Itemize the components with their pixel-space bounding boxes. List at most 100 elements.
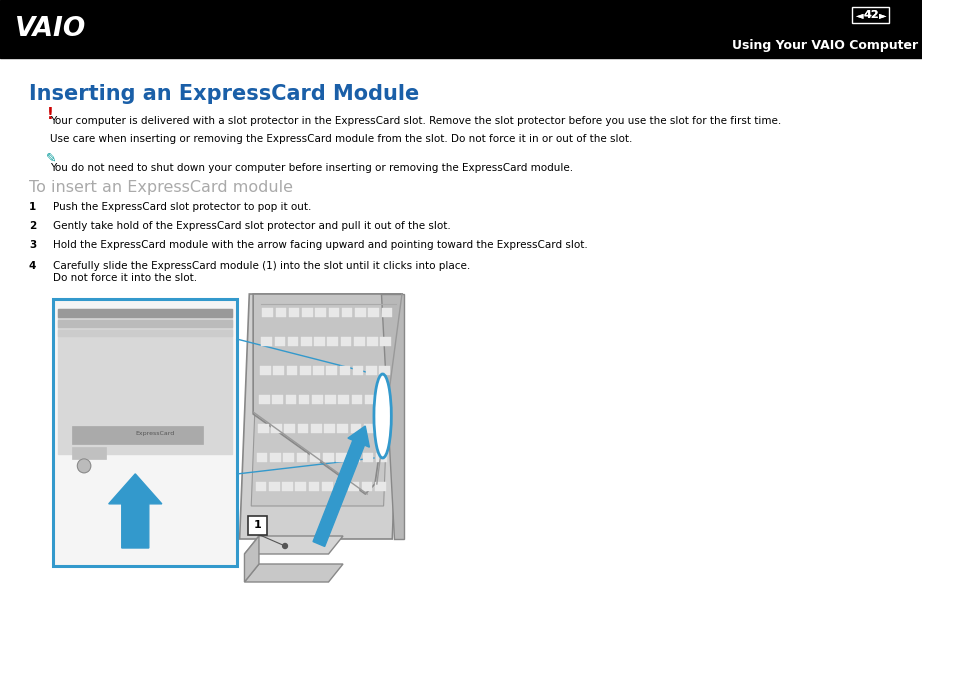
Bar <box>286 366 297 375</box>
Bar <box>296 454 307 462</box>
Bar <box>285 395 295 404</box>
Ellipse shape <box>374 374 391 458</box>
Text: 3: 3 <box>29 240 36 250</box>
FancyArrow shape <box>109 474 162 548</box>
Bar <box>368 307 378 317</box>
Bar <box>366 366 376 375</box>
Bar <box>323 454 334 462</box>
Bar <box>274 337 285 346</box>
Bar <box>321 483 333 491</box>
Bar <box>327 337 337 346</box>
Bar <box>300 337 312 346</box>
Bar <box>58 309 232 317</box>
Bar <box>349 454 360 462</box>
Bar <box>58 309 232 454</box>
Bar <box>340 337 351 346</box>
Bar <box>367 337 377 346</box>
Bar <box>72 426 203 444</box>
Polygon shape <box>244 564 343 582</box>
Bar <box>338 395 349 404</box>
Bar <box>299 366 310 375</box>
Text: ExpressCard: ExpressCard <box>134 431 174 436</box>
Bar <box>259 395 270 404</box>
Polygon shape <box>253 294 401 494</box>
Bar <box>326 366 336 375</box>
Bar <box>375 454 386 462</box>
Polygon shape <box>244 536 258 582</box>
Bar <box>309 483 319 491</box>
Bar <box>283 454 294 462</box>
Bar <box>270 454 280 462</box>
Bar <box>0 0 921 58</box>
Text: 1: 1 <box>253 520 261 530</box>
Circle shape <box>77 459 91 473</box>
Bar <box>262 307 273 317</box>
FancyArrow shape <box>313 426 369 547</box>
Text: 42: 42 <box>862 10 879 20</box>
Bar <box>355 307 365 317</box>
Bar <box>325 395 335 404</box>
Bar <box>260 366 271 375</box>
Text: Using Your VAIO Computer: Using Your VAIO Computer <box>731 40 917 53</box>
Bar <box>271 424 281 433</box>
Bar <box>376 424 387 433</box>
Bar <box>58 320 232 327</box>
Bar <box>353 366 363 375</box>
Text: To insert an ExpressCard module: To insert an ExpressCard module <box>29 180 293 195</box>
Bar <box>257 424 269 433</box>
Bar <box>335 454 347 462</box>
Bar <box>269 483 279 491</box>
Bar <box>289 307 299 317</box>
Bar <box>377 395 389 404</box>
Polygon shape <box>251 302 391 506</box>
Bar <box>381 307 392 317</box>
Polygon shape <box>244 536 343 554</box>
Bar <box>272 395 283 404</box>
Bar <box>380 337 391 346</box>
Text: You do not need to shut down your computer before inserting or removing the Expr: You do not need to shut down your comput… <box>51 163 573 173</box>
Text: Gently take hold of the ExpressCard slot protector and pull it out of the slot.: Gently take hold of the ExpressCard slot… <box>53 221 451 231</box>
Text: 2: 2 <box>29 221 36 231</box>
Text: Your computer is delivered with a slot protector in the ExpressCard slot. Remove: Your computer is delivered with a slot p… <box>51 116 781 126</box>
Bar <box>275 307 286 317</box>
Bar <box>58 330 232 336</box>
Polygon shape <box>239 294 401 539</box>
Bar <box>311 424 321 433</box>
Bar <box>274 366 284 375</box>
Bar <box>261 337 272 346</box>
Bar <box>302 307 313 317</box>
Bar <box>335 483 345 491</box>
Text: ✎: ✎ <box>47 152 57 165</box>
Bar <box>315 307 326 317</box>
Text: 42: 42 <box>862 10 879 20</box>
Bar <box>354 337 364 346</box>
Bar <box>324 424 335 433</box>
Bar <box>339 366 350 375</box>
Text: Inserting an ExpressCard Module: Inserting an ExpressCard Module <box>29 84 418 104</box>
Circle shape <box>282 543 287 549</box>
Text: ►: ► <box>879 10 886 20</box>
Bar <box>313 366 323 375</box>
Bar <box>312 395 322 404</box>
Bar <box>361 483 372 491</box>
Text: ◄: ◄ <box>855 10 862 20</box>
Bar <box>256 454 267 462</box>
Bar <box>72 447 106 459</box>
Bar <box>341 307 352 317</box>
Bar <box>297 424 308 433</box>
Text: !: ! <box>47 107 53 122</box>
Text: ►: ► <box>879 10 886 20</box>
Bar <box>348 483 358 491</box>
Text: VAIO: VAIO <box>14 16 86 42</box>
Text: ◄: ◄ <box>855 10 862 20</box>
Bar <box>255 483 266 491</box>
Text: 4: 4 <box>29 261 36 271</box>
Bar <box>284 424 294 433</box>
Bar <box>295 483 306 491</box>
Text: Carefully slide the ExpressCard module (1) into the slot until it clicks into pl: Carefully slide the ExpressCard module (… <box>53 261 470 282</box>
Bar <box>351 424 361 433</box>
Bar <box>363 424 375 433</box>
Bar <box>53 299 236 566</box>
Polygon shape <box>380 294 403 539</box>
Bar <box>282 483 293 491</box>
